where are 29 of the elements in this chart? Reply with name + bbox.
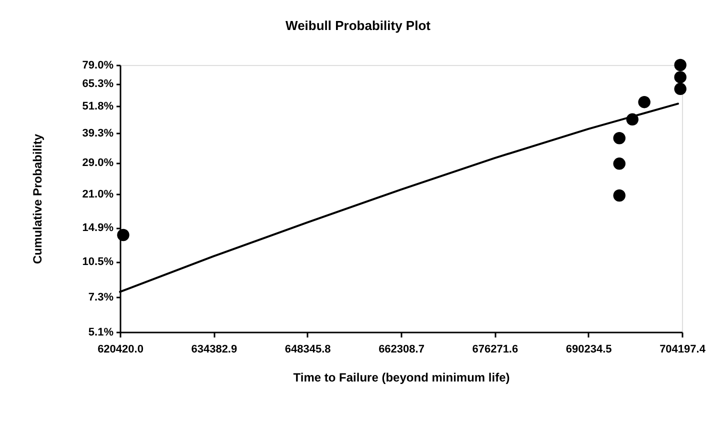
x-axis-title: Time to Failure (beyond minimum life) — [293, 370, 510, 384]
y-tick-label: 79.0% — [82, 60, 114, 72]
x-tick-label: 676271.6 — [472, 344, 518, 356]
point — [626, 113, 638, 126]
x-tick-label: 648345.8 — [284, 344, 331, 356]
point — [674, 58, 686, 72]
point — [674, 71, 686, 84]
y-tick-label: 21.0% — [82, 188, 114, 201]
point — [674, 82, 686, 96]
y-tick-label: 7.3% — [88, 292, 114, 304]
y-tick-label: 10.5% — [82, 256, 114, 268]
x-tick-label: 690234.5 — [566, 344, 612, 356]
y-tick-label: 14.9% — [82, 222, 114, 234]
point — [613, 189, 626, 202]
point — [613, 132, 626, 144]
chart-title: Weibull Probability Plot — [286, 18, 432, 33]
y-tick-label: 5.1% — [88, 326, 114, 338]
x-tick-label: 704197.4 — [660, 344, 706, 356]
x-tick-label: 662308.7 — [378, 344, 424, 356]
point — [613, 158, 626, 170]
x-tick-label: 620420.0 — [98, 344, 144, 356]
x-tick-label: 634382.9 — [191, 344, 238, 356]
point — [117, 228, 130, 242]
y-axis-title: Cumulative Probability — [30, 134, 44, 264]
y-tick-label: 29.0% — [82, 157, 114, 170]
point — [638, 96, 650, 108]
y-tick-label: 39.3% — [82, 128, 114, 140]
y-tick-label: 51.8% — [82, 100, 114, 113]
y-tick-label: 65.3% — [82, 78, 114, 90]
